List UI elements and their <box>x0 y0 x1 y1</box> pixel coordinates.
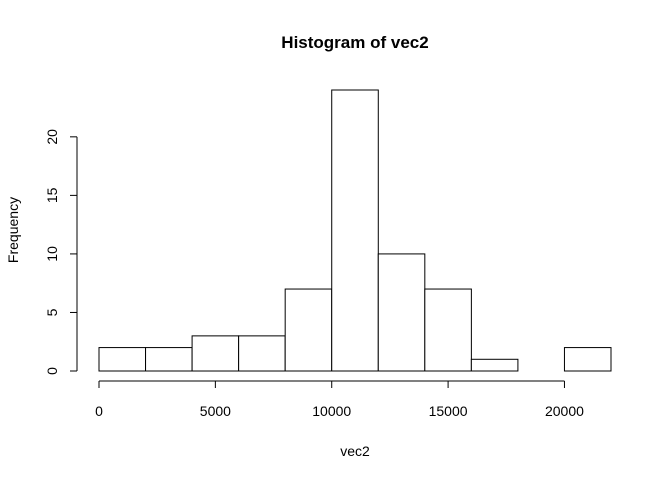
y-axis-label: Frequency <box>5 197 21 263</box>
histogram-bar-1 <box>145 347 193 372</box>
x-tick-label: 10000 <box>312 403 351 419</box>
y-tick-label: 20 <box>44 129 60 145</box>
x-axis-label: vec2 <box>340 443 370 459</box>
histogram-bar-8 <box>470 358 519 372</box>
bars-group <box>98 89 612 372</box>
histogram-bar-7 <box>424 288 472 372</box>
y-tick-label: 10 <box>44 246 60 262</box>
x-tick-label: 0 <box>95 403 103 419</box>
x-tick-label: 15000 <box>429 403 468 419</box>
histogram-bar-2 <box>191 335 240 372</box>
y-tick-label: 15 <box>44 187 60 203</box>
y-tick-label: 0 <box>44 367 60 375</box>
histogram-bar-5 <box>331 89 379 372</box>
histogram-bar-0 <box>98 347 147 372</box>
x-axis: 0 5000 10000 15000 20000 <box>95 380 584 419</box>
histogram-bar-10 <box>563 347 612 372</box>
chart-title: Histogram of vec2 <box>281 33 428 52</box>
x-tick-label: 20000 <box>545 403 584 419</box>
histogram-bar-6 <box>377 253 426 372</box>
y-axis: 0 5 10 15 20 <box>44 129 78 375</box>
y-tick-label: 5 <box>44 308 60 316</box>
histogram-bar-4 <box>284 288 333 372</box>
histogram-bar-3 <box>238 335 286 372</box>
x-tick-label: 5000 <box>200 403 231 419</box>
